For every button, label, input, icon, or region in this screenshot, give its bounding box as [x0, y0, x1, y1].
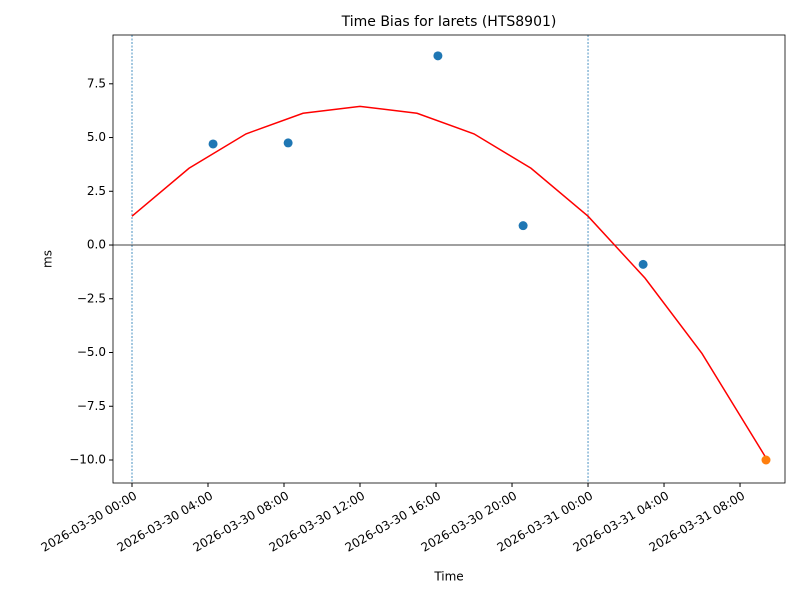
y-tick-label: 7.5: [87, 76, 106, 90]
x-axis-label: Time: [433, 570, 463, 584]
y-tick-label: 0.0: [87, 238, 106, 252]
plot-frame: [112, 34, 786, 484]
data-point: [518, 221, 528, 231]
data-point: [433, 51, 443, 61]
chart-title: Time Bias for Iarets (HTS8901): [341, 14, 557, 30]
y-tick-label: −5.0: [77, 345, 106, 359]
y-axis-label: ms: [41, 250, 55, 268]
fit-curve: [131, 105, 767, 459]
y-tick-label: −10.0: [69, 452, 106, 466]
data-point: [208, 139, 218, 149]
y-tick-label: 5.0: [87, 130, 106, 144]
y-tick-label: 2.5: [87, 184, 106, 198]
data-point: [638, 259, 648, 269]
data-point: [761, 455, 771, 465]
y-tick-label: −2.5: [77, 291, 106, 305]
data-point: [283, 138, 293, 148]
y-tick-label: −7.5: [77, 399, 106, 413]
